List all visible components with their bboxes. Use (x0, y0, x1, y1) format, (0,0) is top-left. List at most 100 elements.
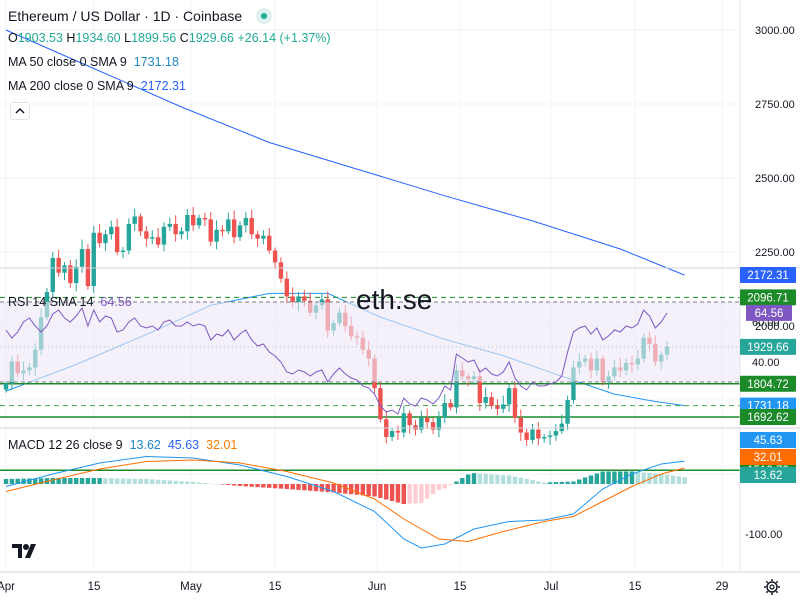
candle-body (454, 370, 459, 408)
macd-value: 45.63 (167, 438, 200, 452)
macd-hist-bar (191, 482, 196, 484)
candle-body (179, 231, 184, 235)
macd-hist-bar (682, 477, 687, 484)
macd-hist-bar (114, 478, 120, 484)
candle-body (495, 405, 500, 409)
rsi-axis-tick: 40.00 (752, 357, 780, 369)
macd-hist-bar (354, 484, 360, 495)
candle-body (571, 367, 576, 400)
tradingview-logo-icon[interactable] (12, 542, 38, 560)
macd-hist-bar (167, 480, 172, 484)
gear-icon[interactable] (763, 578, 781, 596)
open-value: 1903.53 (17, 31, 63, 45)
time-axis-tick: Apr (0, 581, 15, 593)
price-axis-tick: 2750.00 (755, 99, 795, 111)
macd-hist-bar (208, 483, 213, 484)
macd-hist-bar (79, 478, 85, 484)
high-value: 1934.60 (75, 31, 121, 45)
macd-hist-bar (202, 483, 208, 484)
price-tag-label: 1929.66 (747, 342, 789, 354)
macd-hist-bar (15, 478, 20, 484)
rsi-tag-label: 64.56 (755, 308, 784, 320)
macd-hist-bar (56, 478, 61, 484)
macd-hist-bar (231, 484, 237, 486)
price-axis-tick: 2500.00 (755, 173, 795, 185)
candle-body (231, 219, 237, 238)
macd-hist-bar (635, 472, 640, 484)
time-axis-tick: May (180, 581, 202, 593)
macd-hist-bar (512, 476, 518, 484)
open-label: O (8, 31, 18, 45)
price-tag-bg (740, 289, 796, 306)
macd-hist-bar (302, 484, 307, 491)
ma50-legend[interactable]: MA 50 close 0 SMA 9 1731.18 (8, 55, 179, 69)
macd-hist-bar (220, 484, 225, 485)
macd-hist-bar (62, 478, 67, 484)
candle-body (50, 257, 55, 292)
candle-body (389, 431, 395, 437)
price-tag-bg (740, 375, 796, 392)
macd-tag-bg (740, 449, 796, 465)
ohlc-legend: O1903.53 H1934.60 L1899.56 C1929.66 +26.… (8, 31, 331, 45)
macd-hist-bar (237, 484, 243, 486)
candle-body (536, 429, 541, 439)
macd-hist-bar (74, 478, 79, 484)
macd-hist-bar (179, 481, 184, 484)
candle-body (296, 296, 301, 303)
ma200-label: MA 200 close 0 SMA 9 (8, 79, 134, 93)
rsi-band (0, 302, 740, 382)
macd-hist-bar (577, 479, 582, 484)
macd-hist-bar (337, 484, 342, 494)
macd-hist-value: 13.62 (129, 438, 161, 452)
time-axis-tick: 15 (629, 581, 642, 593)
macd-hist-bar (132, 478, 137, 484)
macd-hist-bar (243, 484, 249, 487)
candle-body (489, 397, 494, 406)
macd-legend[interactable]: MACD 12 26 close 9 13.62 45.63 32.01 (8, 438, 237, 452)
macd-tag-bg (740, 467, 796, 483)
macd-hist-bar (612, 471, 617, 484)
macd-hist-bar (460, 478, 465, 484)
macd-hist-bar (419, 484, 424, 503)
time-axis-tick: 15 (88, 581, 101, 593)
macd-hist-bar (407, 484, 412, 504)
macd-hist-bar (425, 484, 430, 499)
price-axis-tick: 2000.00 (755, 321, 795, 333)
macd-hist-bar (559, 481, 564, 484)
candle-body (120, 250, 126, 252)
macd-hist-bar (506, 475, 512, 484)
candle-body (524, 432, 529, 440)
macd-hist-bar (547, 482, 553, 484)
candle-body (448, 402, 453, 408)
candle-body (79, 249, 85, 267)
candle-body (518, 417, 523, 433)
ma200-legend[interactable]: MA 200 close 0 SMA 9 2172.31 (8, 79, 186, 93)
candle-body (267, 235, 272, 251)
signal-path (5, 459, 685, 543)
macd-hist-bar (641, 472, 646, 484)
ma200-line (5, 29, 685, 276)
collapse-legend-button[interactable] (10, 102, 30, 120)
candle-body (196, 217, 202, 226)
candle-body (302, 296, 307, 301)
candle-body (237, 225, 243, 238)
macd-hist-bar (495, 474, 500, 484)
candle-body (501, 404, 506, 409)
macd-hist-bar (120, 478, 126, 484)
macd-hist-bar (489, 474, 494, 484)
macd-hist-bar (413, 484, 418, 504)
watermark: eth.se (356, 284, 433, 315)
macd-hist-bar (290, 484, 295, 490)
macd-hist-bar (348, 484, 354, 495)
chevron-up-icon (15, 107, 25, 114)
macd-hist-bar (360, 484, 366, 496)
candle-body (62, 265, 67, 273)
candle-body (150, 237, 155, 239)
macd-hist-bar (477, 473, 483, 484)
macd-hist-bar (448, 484, 453, 485)
macd-hist-bar (372, 484, 377, 497)
macd-hist-bar (384, 484, 389, 500)
rsi-legend[interactable]: RSI 14 SMA 14 64.56 (8, 295, 132, 309)
macd-hist-bar (97, 478, 102, 484)
